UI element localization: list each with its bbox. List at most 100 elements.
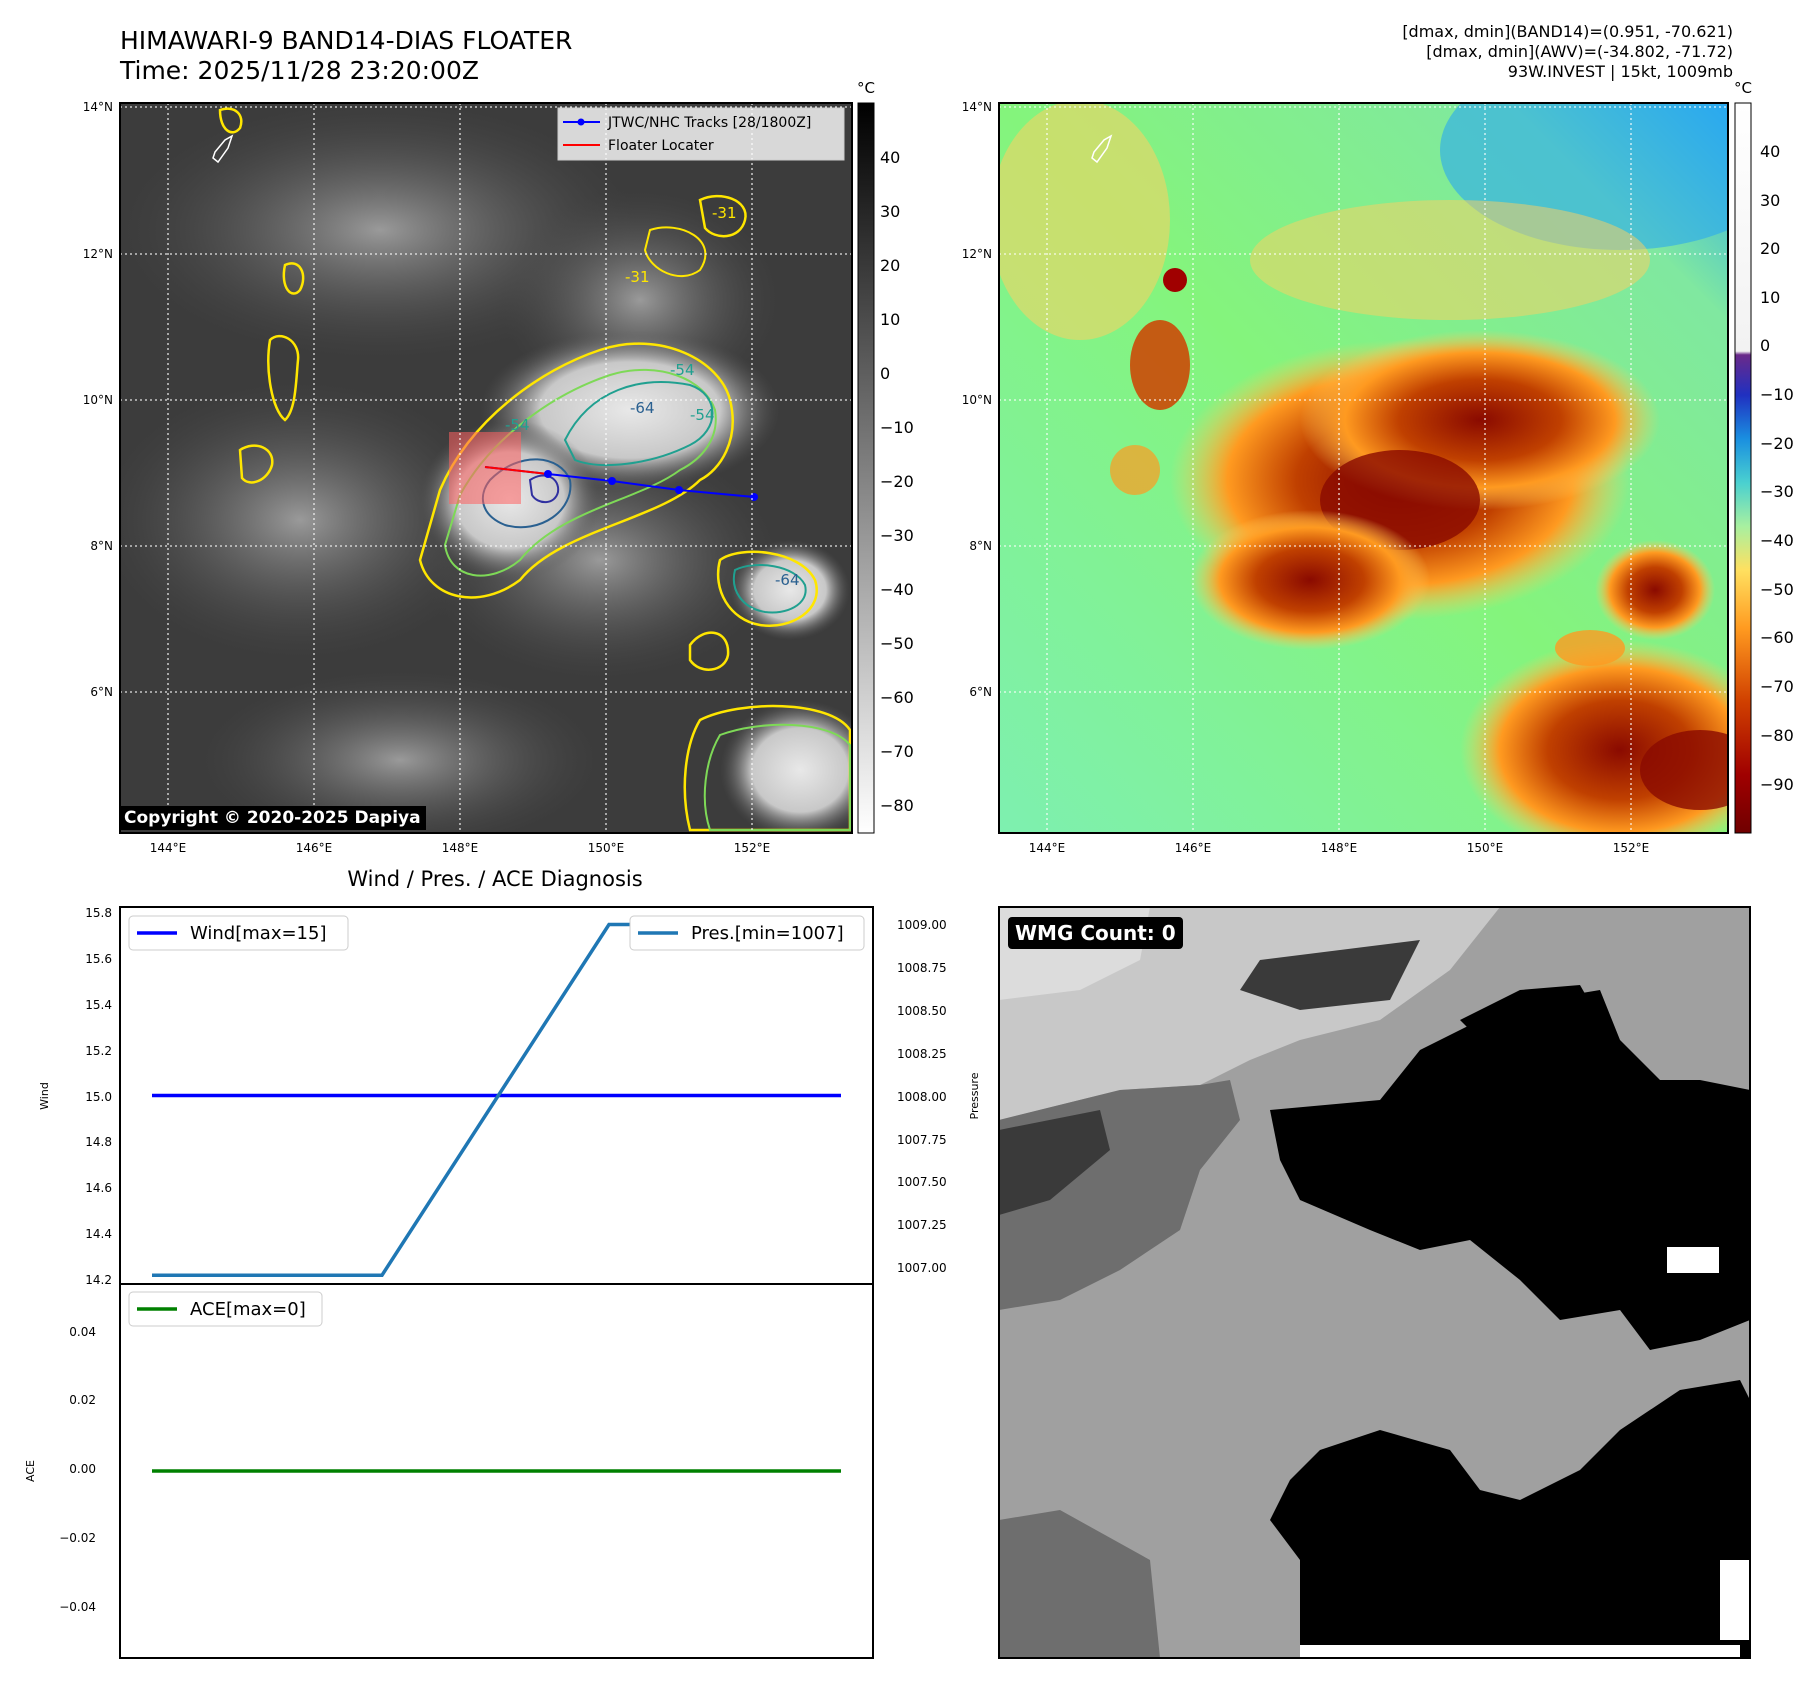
band14-map (120, 103, 852, 833)
contour-label: -54 (690, 406, 715, 424)
track-point (675, 486, 683, 494)
svg-text:1009.00: 1009.00 (897, 918, 947, 932)
svg-text:0.02: 0.02 (69, 1393, 96, 1407)
ace-panel: 0.04 0.02 0.00 −0.02 −0.04 ACE ACE[max=0… (24, 1283, 874, 1659)
svg-text:15.8: 15.8 (85, 906, 112, 920)
svg-text:−40: −40 (1760, 531, 1794, 550)
pressure-legend: Pres.[min=1007] (629, 915, 865, 951)
ace-ticks: 0.04 0.02 0.00 −0.02 −0.04 (59, 1325, 96, 1614)
svg-text:144°E: 144°E (150, 841, 187, 855)
svg-text:6°N: 6°N (90, 685, 113, 699)
locater-line (484, 466, 549, 475)
svg-text:1007.75: 1007.75 (897, 1133, 947, 1147)
svg-text:14.6: 14.6 (85, 1181, 112, 1195)
svg-text:14.4: 14.4 (85, 1227, 112, 1241)
title-line-2: Time: 2025/11/28 23:20:00Z (120, 56, 479, 85)
ace-legend-label: ACE[max=0] (190, 1299, 306, 1320)
svg-text:−80: −80 (1760, 726, 1794, 745)
wind-legend: Wind[max=15] (128, 915, 349, 951)
legend-locater: Floater Locater (608, 138, 714, 154)
svg-text:152°E: 152°E (1613, 841, 1650, 855)
info-line-1: [dmax, dmin](BAND14)=(0.951, -70.621) (1402, 22, 1733, 41)
svg-text:15.6: 15.6 (85, 952, 112, 966)
svg-text:30: 30 (880, 202, 900, 221)
svg-text:15.2: 15.2 (85, 1044, 112, 1058)
awv-map (999, 103, 1728, 833)
pressure-ticks: 1009.00 1008.75 1008.50 1008.25 1008.00 … (897, 918, 947, 1275)
svg-text:1008.75: 1008.75 (897, 961, 947, 975)
svg-text:1007.25: 1007.25 (897, 1218, 947, 1232)
svg-text:−10: −10 (1760, 385, 1794, 404)
pressure-ylabel: Pressure (968, 1072, 981, 1119)
svg-text:−0.04: −0.04 (59, 1600, 96, 1614)
contour-label: -64 (775, 571, 800, 589)
svg-text:20: 20 (1760, 239, 1780, 258)
title-line-1: HIMAWARI-9 BAND14-DIAS FLOATER (120, 26, 573, 55)
svg-text:−30: −30 (1760, 482, 1794, 501)
right-lon-labels: 144°E 146°E 148°E 150°E 152°E (1029, 841, 1650, 855)
svg-text:144°E: 144°E (1029, 841, 1066, 855)
wind-ticks: 15.8 15.6 15.4 15.2 15.0 14.8 14.6 14.4 … (85, 906, 112, 1287)
svg-text:−90: −90 (1760, 775, 1794, 794)
svg-text:10°N: 10°N (83, 393, 113, 407)
svg-text:−50: −50 (880, 634, 914, 653)
left-map-legend: JTWC/NHC Tracks [28/1800Z] Floater Locat… (557, 107, 845, 161)
svg-text:0: 0 (1760, 336, 1770, 355)
svg-text:1008.50: 1008.50 (897, 1004, 947, 1018)
svg-text:−20: −20 (880, 472, 914, 491)
left-lon-labels: 144°E 146°E 148°E 150°E 152°E (150, 841, 771, 855)
svg-text:152°E: 152°E (734, 841, 771, 855)
contour-label: -54 (670, 361, 695, 379)
svg-text:−0.02: −0.02 (59, 1531, 96, 1545)
svg-text:30: 30 (1760, 191, 1780, 210)
svg-text:−10: −10 (880, 418, 914, 437)
svg-text:1007.50: 1007.50 (897, 1175, 947, 1189)
svg-text:20: 20 (880, 256, 900, 275)
svg-text:15.0: 15.0 (85, 1090, 112, 1104)
svg-text:10: 10 (1760, 288, 1780, 307)
contour-label: -31 (712, 204, 737, 222)
svg-text:6°N: 6°N (969, 685, 992, 699)
left-map-grid (120, 103, 852, 833)
ace-ylabel: ACE (24, 1460, 37, 1482)
svg-text:10°N: 10°N (962, 393, 992, 407)
wind-ylabel: Wind (38, 1082, 51, 1110)
wind-legend-label: Wind[max=15] (190, 923, 327, 944)
svg-text:0.00: 0.00 (69, 1462, 96, 1476)
copyright-badge: Copyright © 2020-2025 Dapiya (119, 806, 426, 830)
track-point (544, 470, 552, 478)
svg-text:10: 10 (880, 310, 900, 329)
svg-text:−80: −80 (880, 796, 914, 815)
wmg-count-badge: WMG Count: 0 (1008, 917, 1183, 949)
wind-pressure-panel: 15.8 15.6 15.4 15.2 15.0 14.8 14.6 14.4 … (38, 906, 981, 1287)
left-colorbar: °C 40 30 20 10 0 −10 −20 −30 −40 −50 −60… (857, 79, 914, 834)
contour-label: -64 (630, 399, 655, 417)
right-lat-labels: 14°N 12°N 10°N 8°N 6°N (962, 100, 992, 699)
track-point (608, 477, 616, 485)
svg-text:−40: −40 (880, 580, 914, 599)
info-block: [dmax, dmin](BAND14)=(0.951, -70.621) [d… (1402, 22, 1733, 82)
svg-text:14°N: 14°N (962, 100, 992, 114)
svg-text:12°N: 12°N (83, 247, 113, 261)
svg-text:146°E: 146°E (296, 841, 333, 855)
svg-text:−70: −70 (1760, 677, 1794, 696)
left-colorbar-unit: °C (857, 79, 875, 97)
svg-text:−50: −50 (1760, 580, 1794, 599)
svg-text:150°E: 150°E (588, 841, 625, 855)
svg-text:−20: −20 (1760, 434, 1794, 453)
svg-text:1008.00: 1008.00 (897, 1090, 947, 1104)
left-lat-labels: 14°N 12°N 10°N 8°N 6°N (83, 100, 113, 699)
svg-text:12°N: 12°N (962, 247, 992, 261)
svg-text:0: 0 (880, 364, 890, 383)
svg-text:1008.25: 1008.25 (897, 1047, 947, 1061)
right-colorbar: °C 40 30 20 10 0 −10 −20 −30 −40 −50 −60… (1734, 79, 1794, 834)
legend-tracks: JTWC/NHC Tracks [28/1800Z] (607, 115, 811, 131)
svg-text:8°N: 8°N (90, 539, 113, 553)
svg-text:−60: −60 (880, 688, 914, 707)
svg-text:14.2: 14.2 (85, 1273, 112, 1287)
svg-text:1007.00: 1007.00 (897, 1261, 947, 1275)
svg-text:15.4: 15.4 (85, 998, 112, 1012)
svg-text:148°E: 148°E (1321, 841, 1358, 855)
svg-text:−70: −70 (880, 742, 914, 761)
